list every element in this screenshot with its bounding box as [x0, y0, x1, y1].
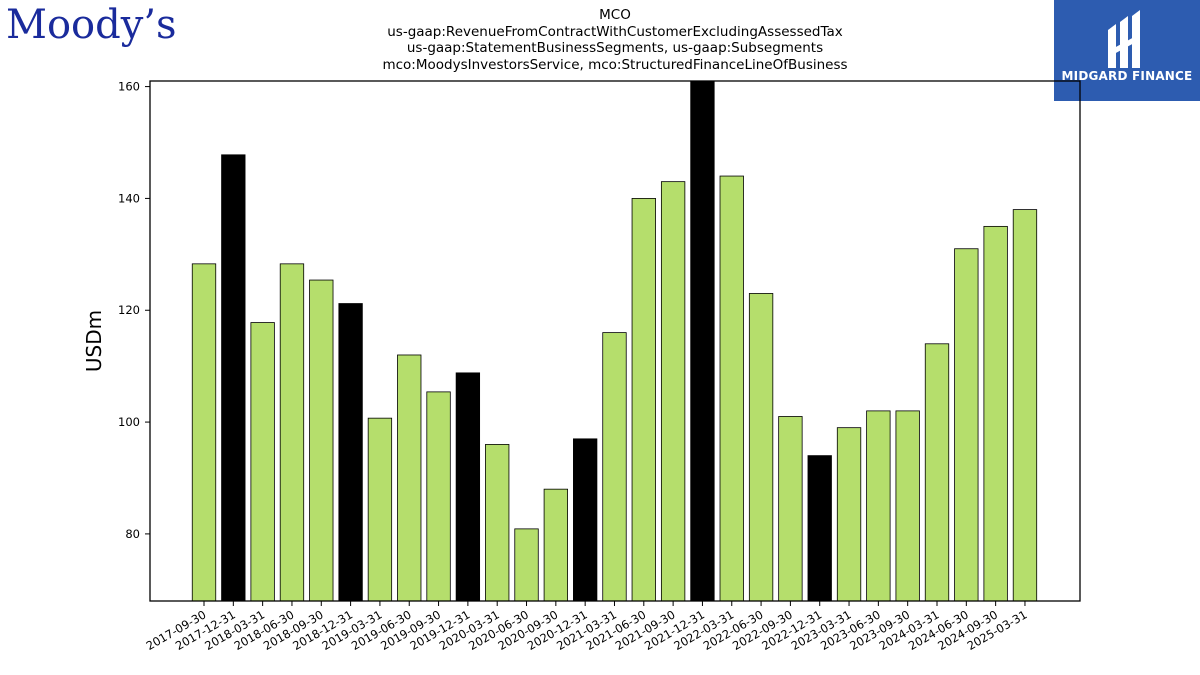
moodys-logo: Moody’s — [6, 2, 177, 48]
bar-2024-03-31 — [924, 343, 950, 602]
bar-2018-03-31 — [250, 322, 275, 602]
bar-2019-09-30 — [426, 391, 451, 602]
bar-2021-06-30 — [631, 198, 656, 602]
y-tick-label: 140 — [118, 191, 140, 205]
y-axis: 80 100 120 140 160 — [118, 80, 150, 541]
bar-2018-12-31 — [338, 303, 363, 602]
bar-2022-09-30 — [778, 416, 803, 602]
midgard-finance-label: MIDGARD FINANCE — [1061, 69, 1193, 83]
bar-2023-03-31 — [836, 427, 862, 602]
bar-2020-12-31 — [573, 438, 598, 602]
bar-2018-09-30 — [309, 279, 334, 602]
plot-frame — [149, 80, 1081, 602]
midgard-mark-icon — [1108, 10, 1140, 68]
title-line-ticker: MCO — [599, 7, 631, 23]
y-axis-label: USDm — [82, 310, 106, 372]
bars-group — [191, 80, 1038, 602]
bar-2021-09-30 — [660, 181, 686, 602]
bar-2020-03-31 — [485, 444, 510, 602]
y-tick-label: 160 — [118, 80, 140, 94]
bar-2025-03-31 — [1012, 209, 1038, 602]
bar-2024-06-30 — [954, 248, 979, 602]
title-line-members: mco:MoodysInvestorsService, mco:Structur… — [382, 56, 848, 73]
bar-2018-06-30 — [279, 263, 305, 602]
bar-2021-12-31 — [690, 80, 715, 602]
bar-2017-09-30 — [191, 263, 217, 602]
title-line-concept: us-gaap:RevenueFromContractWithCustomerE… — [387, 23, 843, 40]
midgard-finance-logo: MIDGARD FINANCE — [1054, 0, 1200, 101]
bar-2019-03-31 — [367, 417, 393, 602]
bar-2022-06-30 — [748, 293, 774, 602]
bar-2019-06-30 — [397, 354, 422, 602]
chart-title: MCO us-gaap:RevenueFromContractWithCusto… — [300, 7, 930, 73]
bar-2017-12-31 — [221, 154, 246, 602]
y-tick-label: 100 — [118, 415, 140, 429]
bar-2020-06-30 — [514, 528, 539, 602]
x-axis: 2017-09-302017-12-312018-03-312018-06-30… — [144, 601, 1029, 653]
bar-2022-12-31 — [807, 455, 832, 602]
bar-2021-03-31 — [602, 332, 627, 602]
bar-2019-12-31 — [455, 372, 481, 602]
bar-2023-06-30 — [866, 410, 891, 602]
bar-2023-09-30 — [895, 410, 920, 602]
bar-2022-03-31 — [719, 175, 744, 602]
y-tick-label: 120 — [118, 303, 140, 317]
bar-2024-09-30 — [983, 225, 1008, 602]
bar-2020-09-30 — [543, 488, 568, 602]
title-line-axis: us-gaap:StatementBusinessSegments, us-ga… — [406, 40, 824, 56]
y-tick-label: 80 — [125, 527, 140, 541]
